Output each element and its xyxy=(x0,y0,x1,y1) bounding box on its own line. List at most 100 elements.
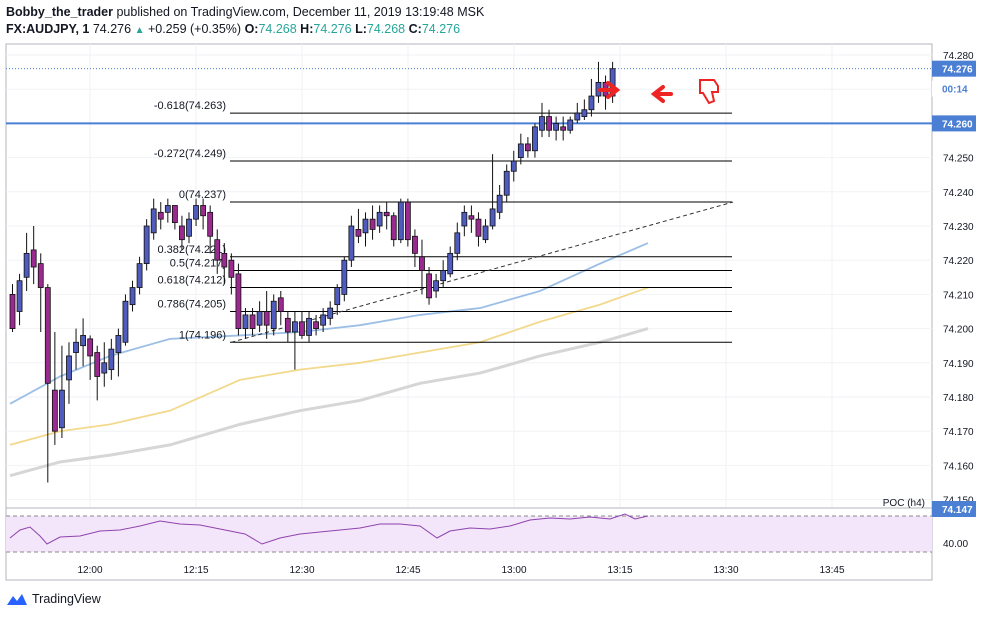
candlesticks xyxy=(9,61,616,483)
sma-yellow-line xyxy=(9,286,649,446)
fib-level-label: 0.382(74.221) xyxy=(158,244,227,256)
candle-up xyxy=(73,341,79,353)
candle-up xyxy=(101,362,108,374)
candle-up xyxy=(115,335,122,353)
last-price: 74.276 xyxy=(92,22,132,36)
candle-up xyxy=(482,225,489,241)
candle-down xyxy=(51,389,58,432)
y-tick-label: 74.250 xyxy=(943,154,974,165)
high-value: 74.276 xyxy=(313,22,352,36)
fibonacci-retracement[interactable]: -0.618(74.263) -0.272(74.249) 0(74.237) 0.3… xyxy=(154,100,732,343)
candle-down xyxy=(207,211,214,237)
y-tick-label: 74.230 xyxy=(943,222,974,233)
candle-down xyxy=(299,321,305,336)
y-tick-label: 74.210 xyxy=(943,290,974,301)
symbol-label[interactable]: FX:AUDJPY, 1 xyxy=(6,22,90,36)
candle-up xyxy=(517,143,524,158)
candle-up xyxy=(320,314,327,326)
candle-down xyxy=(30,249,37,268)
high-label: H: xyxy=(300,22,314,36)
candle-up xyxy=(66,355,72,381)
level-badge: 74.260 xyxy=(942,119,973,130)
price-change: +0.259 (+0.35%) xyxy=(147,22,242,36)
y-tick-label: 74.190 xyxy=(943,359,974,370)
candle-down xyxy=(277,297,284,312)
tradingview-icon xyxy=(7,594,27,605)
open-value: 74.268 xyxy=(258,22,297,36)
candle-down xyxy=(37,263,44,288)
candle-up xyxy=(454,232,461,254)
y-tick-label: 74.220 xyxy=(943,256,974,267)
candle-up xyxy=(376,211,383,227)
candle-down xyxy=(200,205,207,217)
candle-up xyxy=(539,116,545,131)
fib-level-label: 0.618(74.212) xyxy=(158,275,227,287)
candle-up xyxy=(461,211,468,227)
candle-up xyxy=(503,170,510,196)
fib-level-label: -0.618(74.263) xyxy=(154,100,226,112)
rsi-pane xyxy=(6,507,932,553)
rsi-line xyxy=(9,513,649,545)
candle-up xyxy=(532,126,538,152)
x-tick-label: 12:45 xyxy=(395,565,420,576)
x-tick-label: 13:45 xyxy=(819,565,844,576)
poc-label: POC (h4) xyxy=(883,498,925,509)
candle-down xyxy=(9,293,16,329)
candle-down xyxy=(313,321,319,330)
x-tick-label: 13:30 xyxy=(713,565,738,576)
candle-down xyxy=(87,338,94,357)
candle-up xyxy=(122,300,129,343)
low-label: L: xyxy=(355,22,367,36)
candle-up xyxy=(447,252,454,275)
candle-up xyxy=(433,280,440,292)
author-name[interactable]: Bobby_the_trader xyxy=(6,5,113,19)
annotations xyxy=(598,79,719,105)
candle-down xyxy=(412,235,418,254)
candle-up xyxy=(270,300,277,329)
x-tick-label: 13:00 xyxy=(501,565,526,576)
candle-down xyxy=(235,273,242,330)
y-tick-label: 74.280 xyxy=(943,51,974,62)
chart-axes: 74.28074.27074.26074.25074.24074.23074.2… xyxy=(77,51,976,576)
candle-up xyxy=(327,307,334,319)
y-tick-label: 74.240 xyxy=(943,188,974,199)
candle-up xyxy=(242,314,249,330)
candle-up xyxy=(80,335,86,347)
horizontal-level[interactable] xyxy=(6,68,932,125)
candle-up xyxy=(136,263,143,288)
tradingview-logo[interactable]: TradingView xyxy=(6,592,101,606)
candle-down xyxy=(524,143,531,152)
close-label: C: xyxy=(408,22,422,36)
price-badge: 74.276 xyxy=(942,65,973,76)
candle-up xyxy=(143,225,150,265)
candle-down xyxy=(249,314,256,330)
candle-down xyxy=(221,252,228,268)
chart-grid xyxy=(5,43,933,581)
candle-up xyxy=(186,218,192,237)
candle-up xyxy=(489,208,496,227)
time-badge: 00:14 xyxy=(942,85,968,96)
candle-up xyxy=(362,218,369,234)
red-arrow-left-icon xyxy=(650,85,673,103)
candle-down xyxy=(426,273,432,299)
open-label: O: xyxy=(244,22,259,36)
candle-up xyxy=(108,348,115,371)
candle-up xyxy=(581,109,588,117)
fib-level-label: 1(74.196) xyxy=(179,329,226,341)
x-tick-label: 12:00 xyxy=(77,565,102,576)
poc-badge: 74.147 xyxy=(942,505,973,516)
candle-down xyxy=(404,201,411,241)
candle-up xyxy=(397,201,404,241)
poc-badge-bg xyxy=(932,501,976,517)
trendline[interactable] xyxy=(231,201,734,343)
candle-up xyxy=(150,208,157,234)
candle-up xyxy=(553,123,560,131)
time-badge-bg xyxy=(932,80,976,97)
candle-down xyxy=(546,116,552,131)
candle-down xyxy=(560,126,567,131)
candle-down xyxy=(468,215,475,220)
candle-up xyxy=(16,280,23,312)
trendline-dashed[interactable] xyxy=(231,201,734,343)
candle-up xyxy=(348,225,355,261)
